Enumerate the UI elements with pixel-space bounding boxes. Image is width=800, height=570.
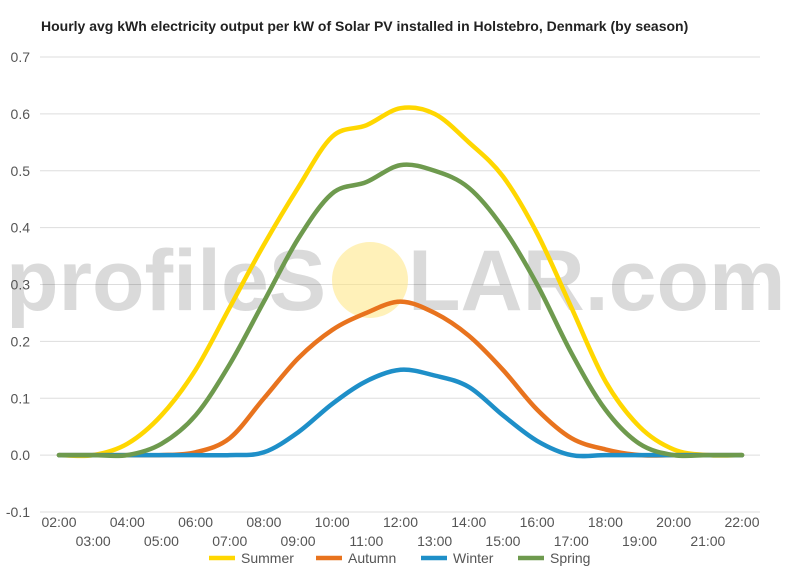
x-tick-label: 03:00 [76, 533, 111, 549]
series-line-spring [56, 162, 745, 459]
series-lines [56, 105, 745, 459]
legend-label: Summer [241, 550, 294, 566]
y-tick-label: 0.3 [11, 277, 31, 293]
x-tick-label: 11:00 [349, 533, 383, 549]
watermark-text-right: LAR.com [408, 233, 785, 329]
legend-label: Winter [453, 550, 494, 566]
x-tick-label: 12:00 [383, 514, 418, 530]
legend-label: Autumn [348, 550, 396, 566]
y-tick-label: 0.6 [11, 106, 31, 122]
legend-item-summer: Summer [209, 550, 294, 566]
series-line-winter [56, 367, 745, 459]
x-tick-label: 17:00 [554, 533, 589, 549]
x-tick-label: 18:00 [588, 514, 623, 530]
x-tick-label: 10:00 [315, 514, 350, 530]
y-axis-tick-labels: -0.1 0.0 0.1 0.2 0.3 0.4 0.5 0.6 0.7 [6, 49, 30, 520]
x-tick-label: 21:00 [690, 533, 725, 549]
x-tick-label: 02:00 [41, 514, 76, 530]
x-tick-label: 16:00 [520, 514, 555, 530]
x-tick-label: 05:00 [144, 533, 179, 549]
x-tick-label: 07:00 [212, 533, 247, 549]
watermark-text-left: profileS [6, 233, 326, 329]
legend-label: Spring [550, 550, 590, 566]
y-tick-label: -0.1 [6, 504, 30, 520]
legend: Summer Autumn Winter Spring [209, 550, 590, 566]
x-tick-label: 04:00 [110, 514, 145, 530]
y-tick-label: 0.7 [11, 49, 31, 65]
watermark: profileS LAR.com [6, 233, 785, 329]
legend-item-spring: Spring [518, 550, 590, 566]
legend-item-winter: Winter [421, 550, 494, 566]
series-line-summer [56, 105, 745, 459]
x-tick-label: 19:00 [622, 533, 657, 549]
x-tick-label: 20:00 [656, 514, 691, 530]
x-tick-label: 09:00 [281, 533, 316, 549]
x-tick-label: 13:00 [417, 533, 452, 549]
y-tick-label: 0.2 [11, 333, 31, 349]
x-tick-label: 06:00 [178, 514, 213, 530]
y-tick-label: 0.4 [11, 220, 31, 236]
y-tick-label: 0.1 [11, 390, 31, 406]
y-tick-label: 0.0 [11, 447, 31, 463]
x-tick-label: 15:00 [485, 533, 520, 549]
x-tick-label: 22:00 [724, 514, 759, 530]
chart-title: Hourly avg kWh electricity output per kW… [41, 18, 689, 34]
legend-item-autumn: Autumn [316, 550, 396, 566]
watermark-sun-icon [332, 242, 408, 318]
x-tick-label: 08:00 [246, 514, 281, 530]
y-tick-label: 0.5 [11, 163, 31, 179]
x-tick-label: 14:00 [451, 514, 486, 530]
